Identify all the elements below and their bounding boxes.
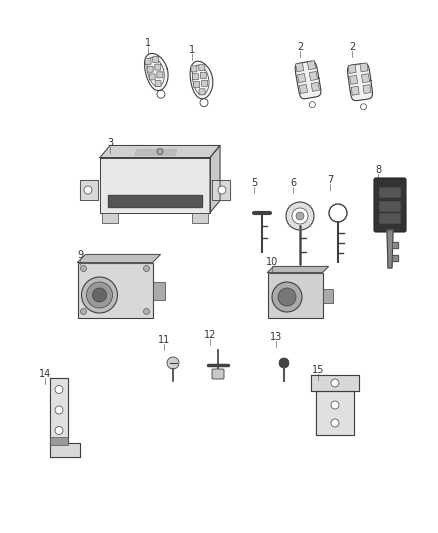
Polygon shape	[311, 82, 319, 91]
FancyBboxPatch shape	[155, 80, 161, 86]
Text: 1: 1	[145, 38, 151, 48]
Polygon shape	[350, 75, 358, 84]
Polygon shape	[348, 64, 356, 74]
Polygon shape	[311, 375, 359, 391]
Polygon shape	[316, 391, 354, 435]
Polygon shape	[363, 85, 371, 93]
Text: 5: 5	[251, 178, 257, 188]
FancyBboxPatch shape	[192, 74, 198, 80]
Polygon shape	[307, 61, 316, 70]
Circle shape	[272, 282, 302, 312]
FancyBboxPatch shape	[212, 369, 224, 379]
Text: 7: 7	[327, 175, 333, 185]
Circle shape	[218, 186, 226, 194]
FancyBboxPatch shape	[149, 74, 155, 80]
Text: 3: 3	[107, 138, 113, 148]
Circle shape	[167, 357, 179, 369]
FancyBboxPatch shape	[379, 201, 400, 212]
Polygon shape	[50, 377, 68, 442]
Polygon shape	[78, 254, 160, 262]
FancyBboxPatch shape	[199, 89, 205, 95]
FancyBboxPatch shape	[200, 72, 206, 78]
Polygon shape	[297, 74, 306, 83]
FancyBboxPatch shape	[374, 178, 406, 232]
Polygon shape	[295, 61, 321, 99]
Circle shape	[84, 186, 92, 194]
Circle shape	[278, 288, 296, 306]
Circle shape	[92, 288, 106, 302]
Circle shape	[331, 379, 339, 387]
Polygon shape	[387, 230, 393, 268]
Text: 1: 1	[189, 45, 195, 55]
Circle shape	[279, 358, 289, 368]
FancyBboxPatch shape	[153, 56, 159, 62]
Polygon shape	[108, 195, 202, 207]
Circle shape	[144, 309, 149, 314]
FancyBboxPatch shape	[379, 214, 400, 223]
FancyBboxPatch shape	[379, 188, 400, 198]
Polygon shape	[309, 71, 318, 80]
Circle shape	[81, 265, 86, 271]
Circle shape	[331, 401, 339, 409]
Circle shape	[144, 265, 149, 271]
Circle shape	[81, 277, 117, 313]
Polygon shape	[100, 146, 220, 157]
Text: 2: 2	[297, 42, 303, 52]
Polygon shape	[351, 86, 359, 95]
FancyBboxPatch shape	[152, 282, 165, 300]
Text: 14: 14	[39, 369, 51, 379]
Text: 13: 13	[270, 332, 282, 342]
FancyBboxPatch shape	[50, 437, 68, 445]
Polygon shape	[190, 61, 213, 99]
Polygon shape	[299, 84, 307, 93]
Polygon shape	[212, 180, 230, 200]
Text: 15: 15	[312, 365, 324, 375]
Text: 6: 6	[290, 178, 296, 188]
FancyBboxPatch shape	[194, 82, 200, 87]
Circle shape	[157, 149, 163, 155]
FancyBboxPatch shape	[155, 64, 161, 70]
FancyBboxPatch shape	[322, 289, 332, 303]
Text: 2: 2	[349, 42, 355, 52]
Polygon shape	[392, 255, 398, 261]
Text: 11: 11	[158, 335, 170, 345]
FancyBboxPatch shape	[201, 80, 208, 86]
Polygon shape	[296, 63, 304, 72]
Polygon shape	[210, 146, 220, 213]
Circle shape	[331, 419, 339, 427]
Text: 9: 9	[77, 250, 83, 260]
Text: 10: 10	[266, 257, 278, 267]
FancyBboxPatch shape	[157, 72, 163, 78]
FancyBboxPatch shape	[192, 213, 208, 222]
Polygon shape	[268, 266, 328, 272]
FancyBboxPatch shape	[268, 272, 322, 318]
Circle shape	[296, 212, 304, 220]
FancyBboxPatch shape	[147, 66, 153, 72]
FancyBboxPatch shape	[199, 64, 205, 70]
Polygon shape	[145, 53, 168, 91]
Polygon shape	[100, 157, 210, 213]
FancyBboxPatch shape	[145, 59, 151, 64]
Circle shape	[292, 208, 308, 224]
Polygon shape	[50, 442, 80, 456]
Circle shape	[286, 202, 314, 230]
Polygon shape	[80, 180, 98, 200]
Circle shape	[55, 406, 63, 414]
FancyBboxPatch shape	[78, 262, 152, 318]
Text: 12: 12	[204, 330, 216, 340]
Circle shape	[86, 282, 113, 308]
Circle shape	[81, 309, 86, 314]
Polygon shape	[135, 149, 177, 156]
Polygon shape	[361, 74, 370, 83]
FancyBboxPatch shape	[191, 66, 197, 72]
Text: 8: 8	[375, 165, 381, 175]
Polygon shape	[360, 63, 368, 72]
Polygon shape	[348, 63, 372, 101]
Polygon shape	[392, 242, 398, 248]
FancyBboxPatch shape	[102, 213, 118, 222]
Circle shape	[55, 385, 63, 393]
Circle shape	[55, 426, 63, 434]
